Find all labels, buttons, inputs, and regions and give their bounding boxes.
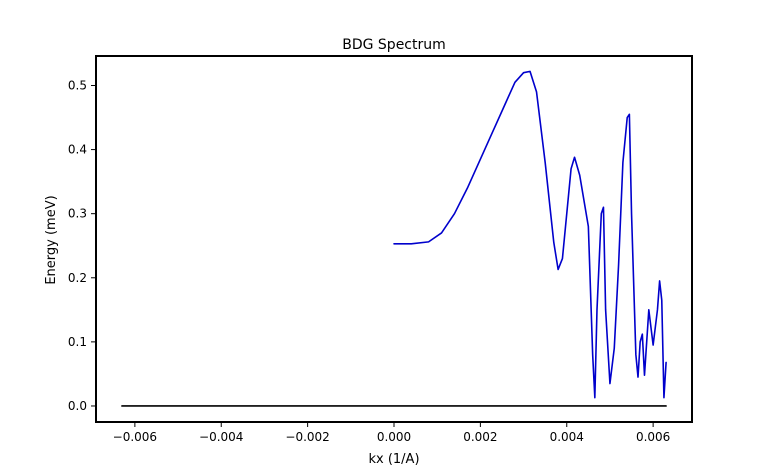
series-line-1: [393, 70, 667, 399]
chart-title: BDG Spectrum: [342, 37, 446, 53]
plot-frame: [95, 55, 693, 423]
y-axis-label: Energy (meV): [44, 195, 59, 284]
y-tick-label: 0.2: [68, 271, 87, 285]
x-tick-label: 0.006: [636, 430, 670, 444]
x-tick-label: 0.000: [377, 430, 411, 444]
y-tick-label: 0.0: [68, 399, 87, 413]
y-axis-ticks: 0.0 0.1 0.2 0.3 0.4 0.5: [68, 78, 96, 413]
y-tick-label: 0.5: [68, 78, 87, 92]
x-tick-label: −0.004: [199, 430, 243, 444]
y-tick-label: 0.4: [68, 143, 87, 157]
series-layer: [121, 70, 667, 407]
y-tick-label: 0.1: [68, 335, 87, 349]
x-tick-label: −0.002: [285, 430, 329, 444]
x-tick-label: −0.006: [113, 430, 157, 444]
x-tick-label: 0.002: [463, 430, 497, 444]
x-tick-label: 0.004: [550, 430, 584, 444]
x-axis-ticks: −0.006 −0.004 −0.002 0.000 0.002 0.004 0.006: [113, 422, 670, 444]
x-axis-label: kx (1/A): [368, 452, 419, 467]
y-tick-label: 0.3: [68, 207, 87, 221]
